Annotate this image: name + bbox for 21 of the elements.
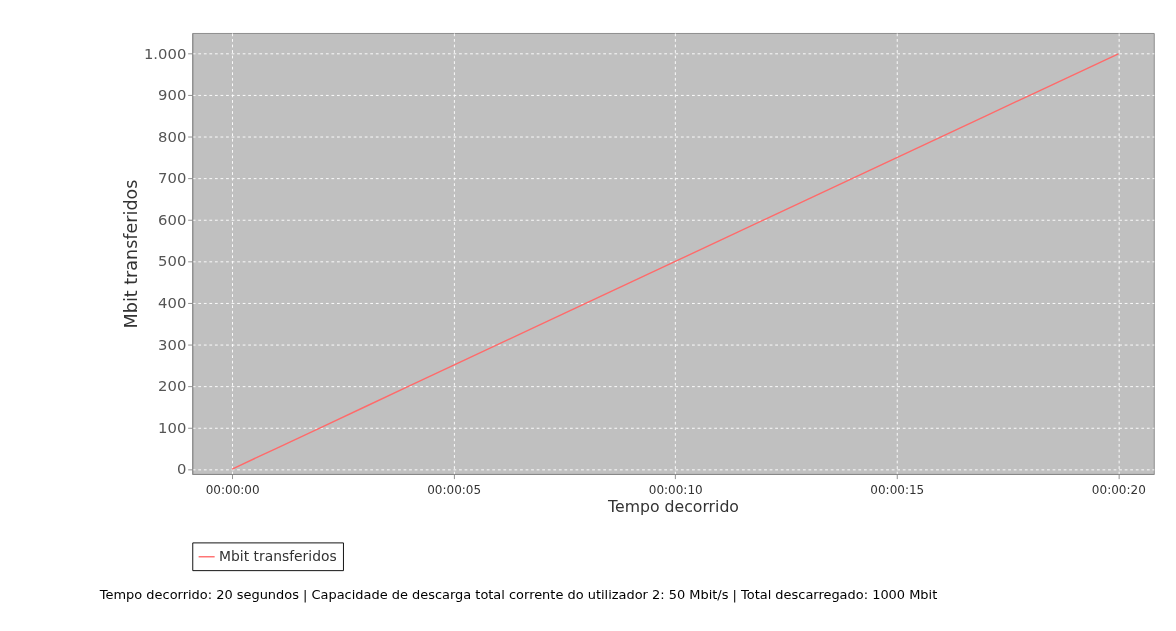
x-tick-label: 00:00:20 <box>1091 482 1146 497</box>
y-tick-label: 400 <box>158 294 187 312</box>
x-tick-label: 00:00:05 <box>427 482 482 497</box>
x-axis-title: Tempo decorrido <box>607 497 739 517</box>
y-tick-label: 300 <box>158 335 187 353</box>
x-tick-label: 00:00:10 <box>648 482 703 497</box>
y-tick-label: 1.000 <box>143 44 187 62</box>
y-tick-label: 900 <box>158 86 187 104</box>
y-axis-title: Mbit transferidos <box>120 179 141 329</box>
y-tick-label: 500 <box>158 252 187 270</box>
x-tick-label: 00:00:15 <box>870 482 925 497</box>
line-series <box>231 53 1120 470</box>
y-tick-label: 0 <box>176 460 187 478</box>
y-tick-label: 700 <box>158 169 187 187</box>
y-tick-label: 600 <box>158 210 187 228</box>
legend-label: Mbit transferidos <box>219 548 337 565</box>
y-tick-label: 200 <box>158 377 187 395</box>
x-tick-label: 00:00:00 <box>205 482 260 497</box>
text: Tempo decorrido: 20 segundos | Capacidade de descarga total corrente do utilizador 2: 50 Mbit/s | Total descarregado: 1000 Mbit <box>98 586 938 603</box>
y-tick-label: 800 <box>158 127 187 145</box>
y-tick-label: 100 <box>158 418 187 436</box>
